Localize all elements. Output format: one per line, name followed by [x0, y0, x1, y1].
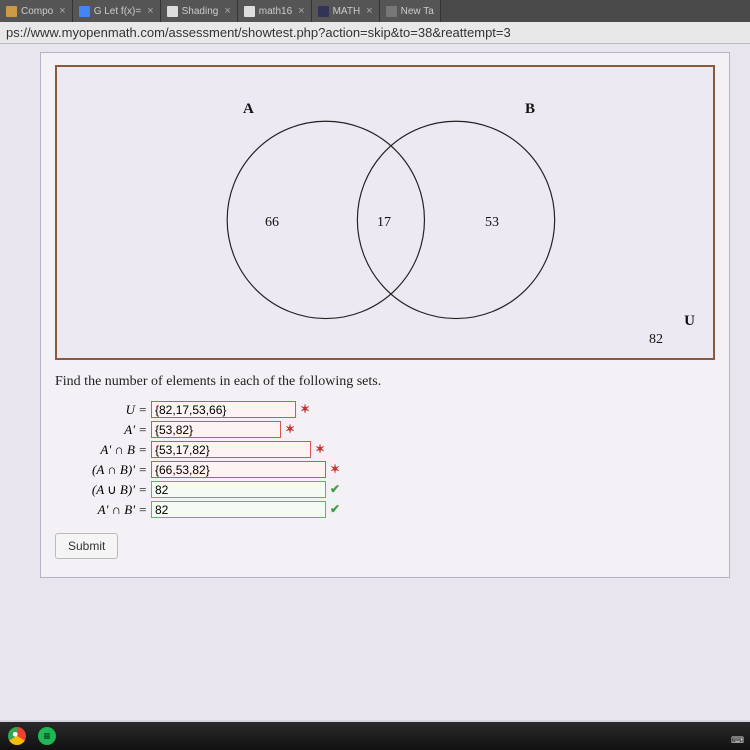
tab-close-icon[interactable]: × [366, 5, 372, 17]
browser-tab[interactable]: Shading × [161, 0, 238, 22]
answer-input[interactable] [151, 461, 326, 478]
venn-value-only-b: 53 [485, 215, 499, 231]
tab-close-icon[interactable]: × [224, 5, 230, 17]
browser-tab[interactable]: MATH × [312, 0, 380, 22]
venn-value-outside: 82 [649, 332, 663, 348]
answer-input[interactable] [151, 501, 326, 518]
question-panel: A B U 66 17 53 82 Find the number of ele… [40, 52, 730, 578]
venn-value-intersect: 17 [377, 215, 391, 231]
tab-favicon [244, 6, 255, 17]
url-bar[interactable]: ps://www.myopenmath.com/assessment/showt… [0, 22, 750, 44]
answer-row: (A ∩ B)' = ✶ [55, 460, 715, 479]
answer-row: (A ∪ B)' = ✔ [55, 480, 715, 499]
taskbar: ≡ ⌨ [0, 722, 750, 750]
taskbar-chrome-icon[interactable] [4, 725, 30, 747]
tab-label: G Let f(x)= [94, 6, 142, 17]
tab-favicon [386, 6, 397, 17]
tab-favicon [79, 6, 90, 17]
answer-input[interactable] [151, 401, 296, 418]
venn-value-only-a: 66 [265, 215, 279, 231]
tab-label: MATH [333, 6, 361, 17]
answer-row: A' ∩ B = ✶ [55, 440, 715, 459]
answer-row: A' ∩ B' = ✔ [55, 500, 715, 519]
answer-lhs: A' ∩ B = [55, 442, 151, 458]
venn-circle-a [227, 121, 424, 318]
browser-tab[interactable]: Compo × [0, 0, 73, 22]
submit-button[interactable]: Submit [55, 533, 118, 559]
answer-rows: U = ✶ A' = ✶ A' ∩ B = ✶ (A ∩ B)' = ✶ (A ∪ B)' = ✔… [55, 400, 715, 519]
venn-label-b: B [525, 101, 535, 118]
x-icon: ✶ [330, 462, 340, 477]
tab-label: Shading [182, 6, 219, 17]
check-icon: ✔ [330, 502, 340, 517]
tab-close-icon[interactable]: × [298, 5, 304, 17]
answer-lhs: A' = [55, 422, 151, 438]
tab-close-icon[interactable]: × [59, 5, 65, 17]
browser-tab[interactable]: math16 × [238, 0, 312, 22]
check-icon: ✔ [330, 482, 340, 497]
x-icon: ✶ [315, 442, 325, 457]
venn-label-a: A [243, 101, 254, 118]
x-icon: ✶ [300, 402, 310, 417]
tab-label: New Ta [401, 6, 434, 17]
answer-row: U = ✶ [55, 400, 715, 419]
tab-favicon [6, 6, 17, 17]
browser-tab-bar: Compo × G Let f(x)= × Shading × math16 × MATH × Ne… [0, 0, 750, 22]
tab-label: math16 [259, 6, 292, 17]
answer-row: A' = ✶ [55, 420, 715, 439]
tab-label: Compo [21, 6, 53, 17]
browser-tab[interactable]: G Let f(x)= × [73, 0, 161, 22]
answer-lhs: (A ∩ B)' = [55, 462, 151, 478]
answer-input[interactable] [151, 421, 281, 438]
venn-diagram-frame: A B U 66 17 53 82 [55, 65, 715, 360]
answer-input[interactable] [151, 441, 311, 458]
page-viewport: A B U 66 17 53 82 Find the number of ele… [0, 44, 750, 720]
venn-label-u: U [684, 313, 695, 330]
venn-svg [57, 67, 713, 358]
tab-close-icon[interactable]: × [147, 5, 153, 17]
answer-input[interactable] [151, 481, 326, 498]
browser-tab[interactable]: New Ta [380, 0, 441, 22]
answer-lhs: U = [55, 402, 151, 418]
answer-lhs: A' ∩ B' = [55, 502, 151, 518]
x-icon: ✶ [285, 422, 295, 437]
tab-favicon [318, 6, 329, 17]
taskbar-spotify-icon[interactable]: ≡ [34, 725, 60, 747]
taskbar-tray-icon[interactable]: ⌨ [731, 735, 744, 746]
answer-lhs: (A ∪ B)' = [55, 482, 151, 498]
question-prompt: Find the number of elements in each of t… [55, 374, 715, 390]
tab-favicon [167, 6, 178, 17]
